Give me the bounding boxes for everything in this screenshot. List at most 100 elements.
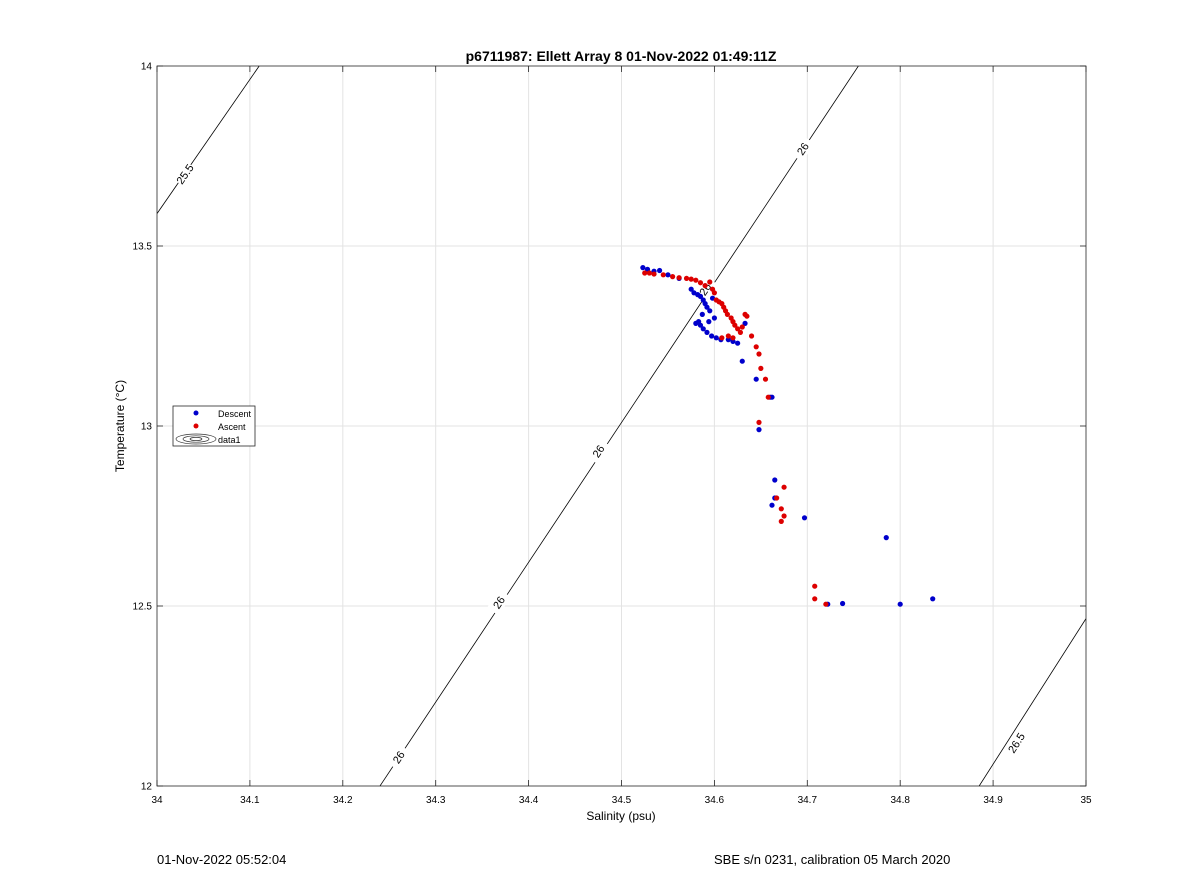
x-tick-label: 34.4	[519, 795, 539, 806]
legend-box	[172, 405, 256, 447]
ascent-point	[646, 270, 652, 276]
descent-point	[697, 293, 704, 299]
ascent-point	[737, 329, 744, 335]
ascent-point	[812, 583, 818, 589]
ascent-point	[778, 506, 784, 512]
ascent-point	[748, 333, 755, 339]
descent-point	[704, 329, 710, 335]
ascent-point	[724, 311, 731, 317]
ascent-point	[725, 333, 731, 339]
descent-point	[688, 286, 694, 292]
descent-point	[742, 320, 748, 326]
ascent-point	[774, 495, 780, 501]
ascent-point	[683, 275, 690, 281]
descent-point	[753, 376, 759, 382]
descent-point	[735, 340, 741, 346]
ascent-point	[697, 280, 704, 286]
ascent-point	[765, 394, 771, 400]
ascent-point	[732, 322, 738, 328]
y-tick-label: 12.5	[133, 602, 153, 613]
legend-ascent-marker	[193, 423, 199, 429]
y-axis-label: Temperature (°C)	[113, 380, 127, 472]
ascent-point	[651, 271, 657, 277]
ascent-point	[660, 272, 666, 278]
legend[interactable]: Descent Ascent data1	[172, 405, 256, 447]
descent-point	[840, 600, 846, 607]
ascent-point	[762, 376, 769, 382]
legend-descent-label: Descent	[218, 409, 252, 419]
ascent-point	[730, 335, 736, 341]
y-tick-label: 13	[141, 422, 153, 433]
x-tick-label: 34.6	[705, 795, 725, 806]
footer-timestamp: 01-Nov-2022 05:52:04	[157, 852, 287, 867]
x-tick-label: 34.2	[333, 795, 353, 806]
ascent-point	[758, 365, 764, 371]
descent-point	[640, 265, 646, 271]
x-tick-label: 34	[151, 795, 163, 806]
footer-calibration: SBE s/n 0231, calibration 05 March 2020	[714, 852, 951, 867]
descent-point	[883, 535, 889, 541]
legend-descent-marker	[193, 410, 199, 416]
descent-point	[897, 601, 903, 607]
ascent-point	[781, 513, 787, 519]
contour-line-26	[379, 66, 859, 786]
ascent-point	[693, 277, 699, 283]
contour-label: 26	[591, 443, 608, 460]
y-tick-label: 13.5	[133, 242, 153, 253]
ascent-point	[676, 275, 682, 281]
series-descent	[640, 265, 936, 607]
ascent-point	[812, 596, 818, 602]
contour-label: 26	[795, 141, 812, 158]
y-tick-label: 14	[141, 62, 153, 73]
x-tick-label: 34.8	[890, 795, 910, 806]
series-ascent	[642, 270, 829, 607]
legend-contour-icon	[175, 433, 217, 445]
descent-point	[697, 322, 704, 328]
ascent-point	[719, 335, 725, 341]
ascent-point	[669, 274, 676, 280]
contour-label-background	[486, 589, 511, 616]
axis-ticks: 34 34.1 34.2 34.3 34.4 34.5 34.6 34.7 34.8 34.9 35…	[133, 62, 1092, 807]
contour-label-background	[586, 438, 611, 465]
y-tick-label: 12	[141, 782, 153, 793]
contour-label-background	[1004, 729, 1029, 756]
x-tick-label: 34.5	[612, 795, 632, 806]
descent-point	[730, 338, 736, 344]
ascent-point	[781, 484, 787, 490]
ascent-point	[744, 313, 750, 319]
descent-point	[665, 272, 671, 278]
descent-point	[711, 315, 718, 321]
contour-line-26-5	[978, 618, 1086, 786]
x-tick-label: 34.3	[426, 795, 446, 806]
ascent-point	[823, 601, 829, 607]
ascent-point	[753, 344, 759, 350]
contour-label-background	[790, 135, 815, 162]
descent-point	[772, 477, 778, 483]
descent-point	[713, 335, 719, 341]
x-tick-label: 34.7	[798, 795, 818, 806]
descent-point	[699, 311, 705, 317]
x-tick-label: 34.1	[240, 795, 260, 806]
descent-point	[707, 308, 713, 314]
ascent-point	[756, 419, 762, 425]
contour-line-25-5	[157, 66, 260, 214]
ascent-point	[711, 290, 718, 296]
ascent-point	[756, 351, 762, 357]
contour-label-background	[172, 160, 197, 188]
contour-label: 26	[698, 281, 715, 298]
chart-title: p6711987: Ellett Array 8 01-Nov-2022 01:…	[466, 48, 777, 64]
ascent-point	[739, 324, 745, 330]
ascent-point	[778, 518, 784, 525]
contour-label-background	[386, 744, 411, 771]
grid-lines	[157, 66, 1086, 786]
legend-ascent-label: Ascent	[218, 422, 246, 432]
x-tick-label: 35	[1080, 795, 1092, 806]
ascent-point	[702, 283, 708, 289]
x-tick-label: 34.9	[983, 795, 1003, 806]
descent-point	[656, 267, 663, 274]
contour-label: 26	[491, 595, 508, 612]
descent-point	[769, 394, 775, 400]
descent-point	[725, 337, 731, 343]
descent-point	[930, 596, 936, 602]
